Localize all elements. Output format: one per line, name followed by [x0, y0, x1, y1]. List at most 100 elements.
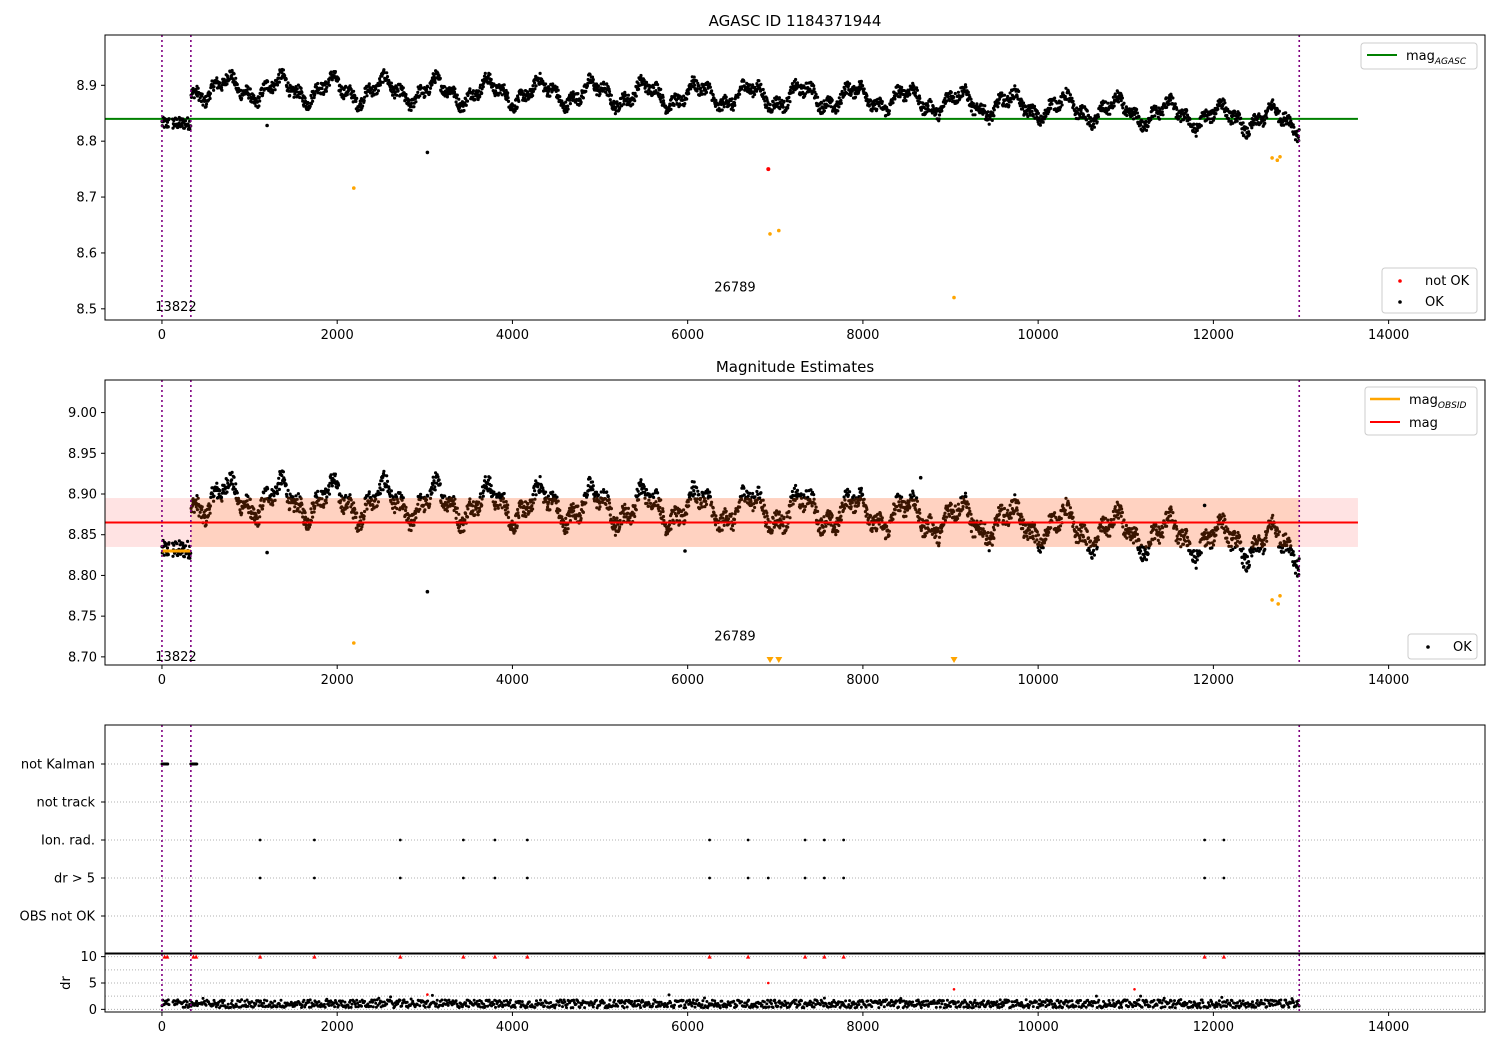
data-point: [656, 491, 660, 495]
data-point: [794, 77, 798, 82]
data-point: [172, 543, 176, 547]
data-point: [676, 511, 681, 515]
data-point: [865, 94, 869, 98]
data-point: [533, 497, 537, 501]
data-point: [931, 104, 935, 109]
data-point: [506, 91, 510, 95]
data-point: [626, 93, 631, 97]
data-point: [1078, 115, 1082, 119]
data-point: [392, 498, 396, 502]
data-point: [1106, 101, 1110, 105]
data-point: [483, 71, 487, 75]
data-point: [387, 80, 391, 84]
data-point: [814, 92, 818, 96]
data-point: [738, 505, 742, 509]
data-point: [184, 544, 188, 548]
data-point: [299, 86, 303, 90]
data-point: [609, 507, 614, 511]
data-point: [923, 534, 927, 538]
data-point: [271, 503, 275, 507]
data-point: [842, 93, 847, 97]
data-point: [342, 97, 346, 101]
data-point: [230, 482, 235, 486]
data-point: [468, 497, 472, 501]
data-point: [419, 495, 423, 499]
data-point: [708, 82, 712, 86]
data-point: [330, 78, 334, 82]
data-point: [424, 87, 429, 91]
legend-ok-marker: [1398, 300, 1402, 304]
x-tick-label: 2000: [321, 328, 354, 343]
data-point: [316, 91, 320, 95]
data-point: [659, 498, 663, 502]
data-point: [468, 87, 472, 91]
data-point: [196, 86, 200, 90]
data-point: [628, 516, 632, 520]
data-point: [1125, 113, 1129, 118]
data-point: [1245, 126, 1249, 130]
data-point: [656, 83, 660, 87]
data-point: [1199, 124, 1203, 128]
data-point: [1137, 115, 1141, 119]
data-point: [360, 525, 364, 529]
data-point: [520, 500, 524, 505]
data-point: [897, 500, 901, 504]
data-point: [661, 95, 665, 99]
data-point: [669, 107, 673, 111]
data-point: [780, 514, 784, 518]
data-point: [1180, 109, 1184, 113]
data-point: [232, 72, 236, 76]
data-point: [546, 494, 551, 498]
data-point: [648, 501, 653, 505]
data-point: [887, 112, 891, 116]
data-point: [765, 511, 769, 515]
data-point: [689, 497, 693, 501]
data-point: [1146, 124, 1150, 128]
data-point: [433, 485, 437, 489]
data-point: [299, 497, 303, 501]
data-point: [385, 479, 390, 483]
data-point: [626, 96, 630, 101]
data-point: [895, 92, 899, 96]
data-point: [349, 498, 353, 502]
data-point: [312, 510, 316, 514]
data-point: [1152, 107, 1156, 112]
data-point: [1183, 116, 1188, 120]
data-point: [795, 488, 800, 492]
data-point: [361, 104, 365, 108]
data-point: [433, 488, 437, 492]
data-point: [1083, 105, 1087, 109]
data-point: [875, 527, 879, 531]
data-point: [987, 122, 991, 126]
data-point: [731, 108, 735, 112]
data-point: [757, 79, 761, 83]
data-point: [294, 90, 298, 94]
data-point: [196, 496, 200, 500]
data-point: [586, 484, 590, 488]
data-point: [316, 81, 320, 86]
data-point: [566, 104, 570, 108]
data-point: [945, 99, 949, 103]
data-point: [346, 500, 350, 504]
data-point: [486, 478, 490, 482]
data-point: [389, 489, 393, 493]
data-point: [634, 94, 638, 98]
data-point: [870, 107, 875, 111]
data-point: [1036, 111, 1040, 115]
data-point: [412, 105, 416, 109]
data-point: [839, 98, 843, 103]
data-point: [717, 526, 721, 530]
data-point: [852, 494, 856, 498]
data-point: [822, 515, 826, 519]
data-point: [234, 482, 238, 486]
data-point: [912, 84, 916, 89]
data-point: [1053, 96, 1057, 100]
data-point: [1021, 101, 1026, 105]
data-point: [600, 500, 605, 504]
data-point: [740, 87, 744, 91]
data-point: [300, 511, 304, 515]
data-point: [378, 83, 382, 87]
data-point: [556, 499, 560, 503]
data-point: [726, 517, 731, 521]
data-point: [651, 492, 655, 496]
